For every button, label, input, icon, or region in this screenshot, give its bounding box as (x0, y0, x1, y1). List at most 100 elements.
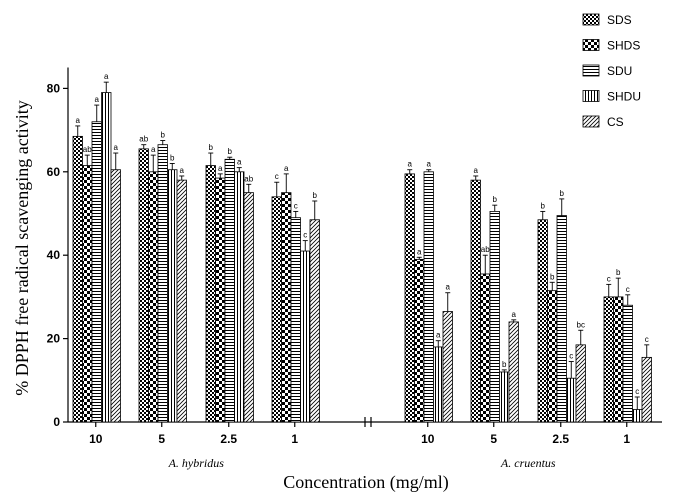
bar-cs (442, 311, 453, 423)
significance-label: a (446, 283, 451, 292)
bar-sdu (489, 211, 500, 423)
bar-cs (243, 192, 254, 423)
significance-label: b (209, 143, 214, 152)
bar-shdu (433, 346, 444, 423)
bar-shds (215, 177, 226, 423)
bar-sdu (622, 304, 633, 423)
bar-shdu (300, 250, 311, 423)
significance-label: a (436, 331, 441, 340)
bar-shds (480, 273, 491, 423)
bar-cs (176, 179, 187, 423)
significance-label: a (95, 95, 100, 104)
y-tick-label: 60 (47, 165, 61, 179)
legend-swatch-shds (582, 39, 600, 51)
significance-label: c (626, 285, 630, 294)
legend-swatch-sds (582, 13, 600, 26)
bar-shds (281, 192, 292, 423)
significance-label: a (512, 310, 517, 319)
x-tick-label: 5 (490, 432, 497, 446)
bar-shdu (632, 409, 643, 423)
x-tick-label: 2.5 (220, 432, 237, 446)
y-tick-label: 40 (47, 248, 61, 262)
bar-cs (110, 169, 121, 423)
significance-label: b (550, 272, 555, 281)
bar-shds (148, 171, 159, 423)
bar-sds (603, 296, 614, 423)
significance-label: a (284, 164, 289, 173)
significance-label: c (635, 387, 639, 396)
significance-label: b (560, 189, 565, 198)
bar-sds (470, 179, 481, 423)
legend-swatch-cs (582, 115, 600, 128)
bar-sdu (224, 158, 235, 423)
bar-shdu (499, 371, 510, 423)
x-tick-label: 10 (421, 432, 435, 446)
significance-label: b (541, 201, 546, 210)
species-label: A. cruentus (500, 456, 556, 470)
significance-label: ab (244, 174, 253, 183)
bar-shds (82, 165, 93, 423)
bar-cs (641, 356, 652, 423)
bar-sds (138, 148, 149, 423)
bar-sdu (157, 144, 168, 423)
significance-label: a (180, 166, 185, 175)
bar-sdu (91, 121, 102, 423)
significance-label: a (76, 116, 81, 125)
bar-shdu (234, 171, 245, 423)
y-axis-title: % DPPH free radical scavenging activity (12, 100, 32, 395)
significance-label: b (161, 131, 166, 140)
bar-cs (575, 344, 586, 423)
bar-cs (508, 321, 519, 423)
bar-shdu (101, 92, 112, 423)
significance-label: c (569, 352, 573, 361)
bar-shds (547, 290, 558, 423)
bar-shdu (566, 377, 577, 423)
significance-label: a (417, 247, 422, 256)
legend-label-sdu: SDU (607, 64, 632, 78)
bar-sds (404, 173, 415, 423)
significance-label: b (616, 268, 621, 277)
bar-sds (205, 165, 216, 423)
significance-label: a (114, 143, 119, 152)
bar-cs (309, 219, 320, 423)
significance-label: ab (139, 135, 148, 144)
y-tick-label: 0 (53, 415, 60, 429)
significance-label: c (607, 274, 611, 283)
bar-shds (613, 296, 624, 423)
significance-label: ab (83, 145, 92, 154)
significance-label: b (170, 153, 175, 162)
significance-label: a (427, 160, 432, 169)
bar-sds (271, 196, 282, 423)
bar-shds (414, 258, 425, 423)
significance-label: a (218, 164, 223, 173)
x-tick-label: 1 (291, 432, 298, 446)
significance-label: a (104, 72, 109, 81)
significance-label: bc (577, 320, 585, 329)
significance-label: c (645, 335, 649, 344)
bar-sds (537, 219, 548, 423)
legend-label-cs: CS (607, 115, 624, 129)
x-tick-label: 5 (158, 432, 165, 446)
x-tick-label: 1 (623, 432, 630, 446)
significance-label: b (313, 191, 318, 200)
significance-label: a (151, 145, 156, 154)
bar-sds (72, 135, 83, 423)
legend-label-sds: SDS (607, 13, 632, 27)
legend-swatch-sdu (582, 64, 600, 77)
significance-label: ab (481, 245, 490, 254)
significance-label: b (228, 147, 233, 156)
significance-label: b (493, 195, 498, 204)
significance-label: a (237, 158, 242, 167)
significance-label: c (294, 201, 298, 210)
bar-sdu (556, 215, 567, 423)
legend-swatch-shdu (582, 90, 600, 102)
significance-label: a (474, 166, 479, 175)
bar-shdu (167, 169, 178, 423)
legend-label-shdu: SHDU (607, 90, 641, 104)
y-tick-label: 20 (47, 332, 61, 346)
x-tick-label: 2.5 (552, 432, 569, 446)
y-tick-label: 80 (47, 81, 61, 95)
significance-label: b (502, 360, 507, 369)
significance-label: c (275, 172, 279, 181)
